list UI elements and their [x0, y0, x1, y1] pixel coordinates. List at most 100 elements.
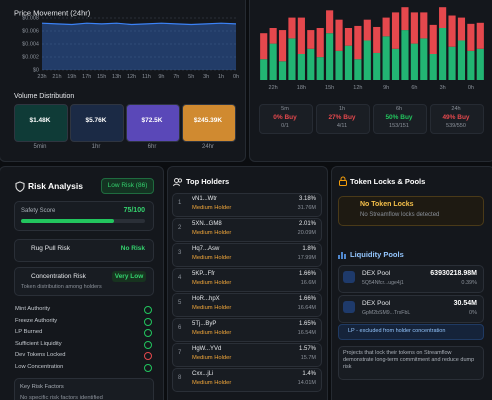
holder-address: vN1...Wtr: [192, 196, 217, 202]
x-tick-label: 11h: [142, 74, 151, 80]
bar-segment: [429, 54, 437, 80]
pool-icon: [343, 271, 355, 283]
check-label: Dev Tokens Locked: [15, 352, 66, 359]
check-icon: [144, 352, 152, 361]
volume-label: 24hr: [201, 144, 214, 150]
holder-rank: 7: [178, 350, 182, 356]
volume-value: $72.5K: [141, 117, 163, 124]
bar-segment: [278, 30, 287, 62]
x-tick-label: 3h: [440, 85, 446, 91]
holder-address: 5KP...Ffr: [192, 271, 215, 277]
x-tick-label: 12h: [127, 74, 136, 80]
holder-percent: 1.66%: [298, 296, 316, 302]
bar-segment: [297, 54, 305, 80]
bar-segment: [288, 17, 296, 39]
holder-tag: Medium Holder: [192, 280, 232, 286]
holder-amount: 17.99M: [297, 255, 316, 261]
ratio-period: 5m: [281, 106, 289, 112]
volume-card: [182, 104, 236, 142]
check-label: Sufficient Liquidity: [15, 340, 62, 347]
check-label: LP Burned: [15, 329, 43, 336]
x-tick-label: 5h: [188, 74, 194, 80]
bar-segment: [363, 40, 371, 80]
pool-address: GpM2bSM9...TrxFbL: [362, 310, 411, 316]
bar-segment: [269, 43, 277, 80]
bar-segment: [382, 17, 390, 37]
check-icon: [144, 364, 152, 372]
holder-rank: 2: [178, 225, 182, 231]
x-tick-label: 13h: [112, 74, 121, 80]
holder-row: [172, 368, 322, 392]
x-tick-label: 6h: [411, 85, 417, 91]
bar-segment: [467, 23, 475, 51]
x-tick-label: 0h: [233, 74, 239, 80]
bar-segment: [344, 28, 353, 46]
concentration-label: Concentration Risk: [31, 273, 86, 280]
safety-box: [14, 201, 154, 231]
pool-row: [338, 295, 484, 323]
check-icon: [144, 329, 152, 338]
pool-value: 63930218.98M: [430, 270, 477, 277]
check-label: Freeze Authority: [15, 317, 58, 324]
bar-segment: [420, 38, 428, 80]
check-icon: [144, 306, 152, 314]
factors-box: [14, 378, 154, 400]
bar-segment: [260, 59, 268, 80]
ratio-counts: 153/151: [389, 123, 409, 129]
holder-rank: 5: [178, 300, 182, 306]
bar-segment: [429, 24, 437, 54]
holder-address: Hq7...Asw: [192, 246, 220, 252]
holder-address: HoR...hpX: [192, 296, 220, 302]
volume-label: 5min: [33, 144, 47, 150]
factors-text: No specific risk factors identified: [20, 395, 103, 400]
pool-name: DEX Pool: [362, 270, 391, 277]
bar-segment: [457, 40, 466, 80]
holder-amount: 16.64M: [297, 305, 316, 311]
users-icon: [173, 178, 183, 187]
locks-empty-text: No Streamflow locks detected: [360, 212, 440, 218]
concentration-value: Very Low: [112, 271, 146, 282]
pool-name: DEX Pool: [362, 300, 391, 307]
holder-address: 5Tj...ByP: [192, 321, 217, 327]
trades-chart: 22h 18h 15h 12h 9h 6h 3h 0h: [260, 7, 484, 91]
holder-tag: Medium Holder: [192, 230, 232, 236]
pool-note-box: [338, 324, 484, 340]
holder-percent: 2.01%: [298, 221, 316, 227]
bar-segment: [448, 46, 456, 80]
locks-empty-box: [338, 196, 484, 226]
holder-row: [172, 243, 322, 267]
x-tick-label: 12h: [353, 85, 362, 91]
holder-percent: 1.4%: [302, 371, 316, 377]
pool-percent: 0.39%: [461, 280, 477, 286]
x-tick-label: 21h: [52, 74, 61, 80]
volume-label: 6hr: [147, 144, 157, 150]
holder-tag: Medium Holder: [192, 205, 232, 211]
price-line: [41, 22, 237, 26]
holder-rank: 3: [178, 250, 182, 256]
bar-segment: [448, 15, 456, 47]
holder-amount: 16.54M: [297, 330, 316, 336]
x-tick-label: 19h: [67, 74, 76, 80]
tip-box: [338, 346, 484, 380]
bar-segment: [307, 30, 315, 49]
section-title: Volume Distribution: [14, 93, 75, 100]
ratio-card: [430, 104, 484, 134]
bar-segment: [410, 43, 418, 80]
bar-segment: [278, 61, 287, 80]
panel-title: Top Holders: [186, 177, 230, 186]
x-tick-label: 23h: [37, 74, 46, 80]
holder-row: [172, 293, 322, 317]
holder-rank: 8: [178, 375, 182, 381]
holder-rank: 6: [178, 325, 182, 331]
shield-icon: [15, 181, 25, 192]
y-tick-label: $0.008: [22, 15, 39, 21]
price-area: [42, 23, 236, 70]
holder-amount: 16.6M: [300, 280, 316, 286]
rug-label: Rug Pull Risk: [31, 245, 71, 252]
bar-segment: [457, 17, 466, 41]
y-tick-label: $0.002: [22, 54, 39, 60]
tip-text: Projects that lock their tokens on Strea…: [343, 350, 475, 370]
holder-rank: 1: [178, 200, 182, 206]
bar-segment: [382, 36, 390, 80]
